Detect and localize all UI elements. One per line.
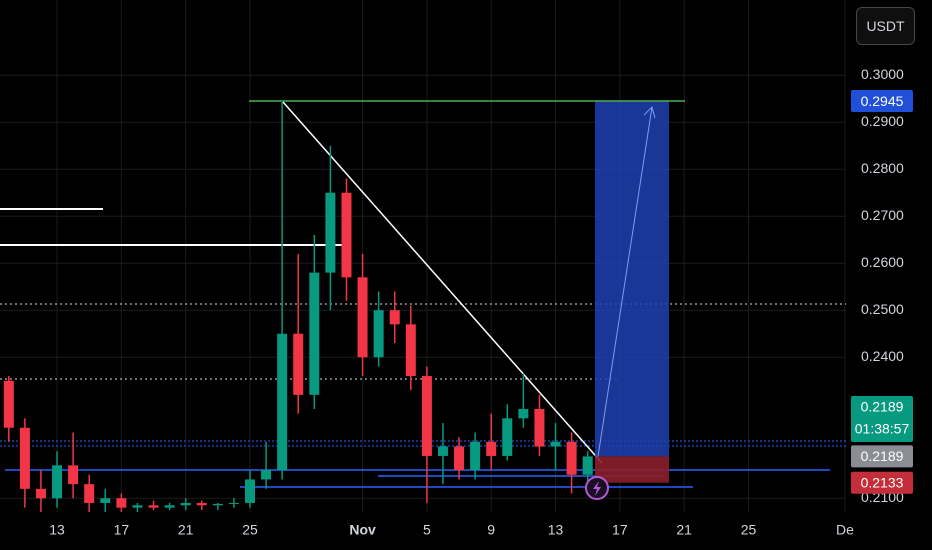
long-position (249, 100, 685, 483)
x-tick-label: 9 (487, 522, 495, 538)
price-tag (851, 471, 913, 494)
candle-body (518, 408, 529, 419)
candle-body (84, 484, 95, 503)
trend-line (282, 101, 603, 464)
candle-body (277, 333, 288, 471)
price-tag-label: 0.2189 (861, 448, 904, 464)
projection-arrow (597, 106, 653, 457)
candle-body (550, 441, 561, 447)
last-price-tag (851, 396, 913, 442)
candle-body (164, 505, 175, 508)
y-tick-label: 0.3000 (861, 66, 904, 82)
axes: 0.21000.24000.25000.26000.27000.28000.29… (49, 66, 913, 538)
candle-body (454, 446, 465, 471)
candle-body (470, 441, 481, 471)
candle-body (100, 498, 111, 503)
y-tick-label: 0.2700 (861, 207, 904, 223)
candle-body (35, 488, 46, 499)
y-tick-label: 0.2500 (861, 301, 904, 317)
candle-body (19, 427, 30, 489)
x-tick-label: 21 (178, 522, 194, 538)
candle-body (309, 272, 320, 395)
candle-body (502, 418, 513, 456)
candle-body (534, 408, 545, 447)
x-tick-label: 13 (548, 522, 564, 538)
candle-body (389, 310, 400, 325)
candle-body (52, 465, 63, 499)
candle-body (116, 498, 127, 508)
price-tag-label: 0.2945 (861, 93, 904, 109)
arrow-head (643, 106, 656, 119)
currency-button[interactable]: USDT (856, 7, 915, 45)
x-tick-label: De (836, 522, 854, 538)
candle-body (421, 376, 432, 456)
candle-body (68, 465, 79, 485)
x-tick-label: 25 (242, 522, 258, 538)
x-tick-label: 21 (676, 522, 692, 538)
candle-body (148, 505, 159, 508)
candle-body (212, 503, 223, 506)
price-tag-label: 0.2133 (861, 474, 904, 490)
candle-body (341, 192, 352, 278)
candle-body (245, 479, 255, 503)
x-tick-label: 13 (49, 522, 65, 538)
candle-body (180, 502, 191, 506)
countdown: 01:38:57 (855, 421, 910, 437)
x-tick-label: 25 (741, 522, 757, 538)
y-tick-label: 0.2800 (861, 160, 904, 176)
candle-body (228, 502, 239, 504)
candle-body (196, 502, 207, 506)
candle-body (405, 324, 416, 377)
price-tag (851, 90, 913, 113)
candle-body (437, 446, 448, 456)
x-tick-label: 17 (114, 522, 130, 538)
candle-body (582, 456, 593, 475)
x-tick-label: 5 (423, 522, 431, 538)
y-tick-label: 0.2400 (861, 348, 904, 364)
price-tag (851, 445, 913, 468)
candle-body (261, 470, 272, 480)
last-price-label: 0.2189 (861, 399, 904, 415)
candle-body (132, 505, 143, 508)
candle-body (3, 380, 14, 428)
candle-body (486, 441, 497, 456)
candles (3, 101, 593, 512)
lightning (593, 481, 601, 496)
candle-body (357, 277, 368, 358)
y-tick-label: 0.2600 (861, 254, 904, 270)
candle-body (325, 192, 336, 273)
x-tick-label: Nov (349, 522, 376, 538)
loss-zone (595, 456, 669, 483)
candle-body (293, 333, 304, 395)
x-tick-label: 17 (612, 522, 628, 538)
candle-body (566, 441, 577, 475)
candle-body (373, 310, 384, 358)
y-tick-label: 0.2900 (861, 113, 904, 129)
